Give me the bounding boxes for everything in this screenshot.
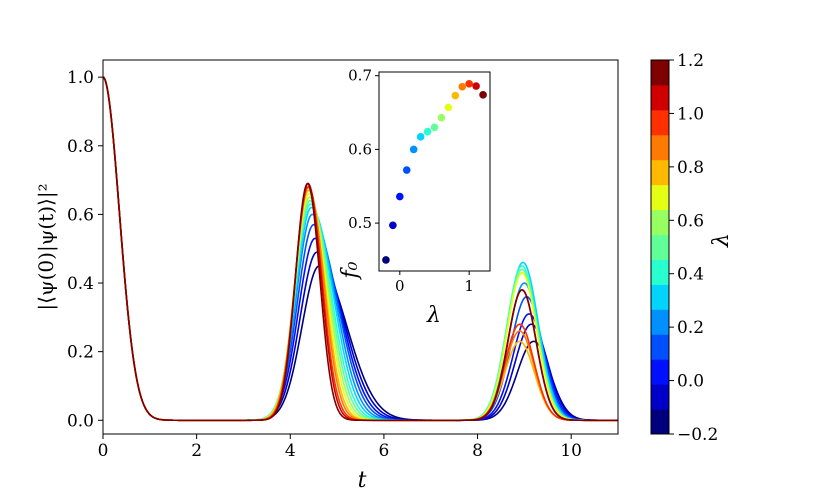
inset-point-9 [444, 103, 453, 112]
inset-x-tick-label-1: 1 [464, 277, 474, 295]
y-tick-label-0: 0.0 [67, 411, 94, 431]
x-tick-label-3: 6 [378, 441, 389, 461]
series-line-14 [103, 76, 618, 422]
inset-point-6 [423, 127, 432, 136]
colorbar-tick-label-4: 0.6 [677, 211, 704, 231]
colorbar-tick-label-7: 1.2 [677, 51, 704, 71]
colorbar-segment-12 [651, 109, 669, 136]
series-group [103, 76, 618, 422]
colorbar-label: λ [709, 233, 734, 248]
colorbar-frame [650, 59, 670, 435]
x-tick-label-4: 8 [472, 441, 483, 461]
inset-point-2 [396, 192, 404, 201]
inset-point-5 [416, 133, 425, 141]
y-tick-label-1: 0.2 [67, 343, 94, 363]
inset-plot: 0 1 0.5 0.6 0.7 [348, 67, 491, 295]
colorbar-segment-3 [651, 334, 669, 360]
colorbar-segment-1 [651, 384, 669, 410]
colorbar-tick-label-5: 0.8 [677, 158, 704, 178]
inset-y-tick-label-0: 0.5 [348, 214, 372, 232]
colorbar: −0.2 0.0 0.2 0.4 0.6 0.8 1.0 1.2 [650, 51, 718, 445]
x-axis-label: t [358, 468, 367, 493]
inset-frame [378, 71, 491, 272]
inset-y-tick-label-1: 0.6 [348, 140, 372, 158]
inset-point-12 [465, 79, 473, 88]
inset-x-axis-label: λ [426, 303, 441, 328]
y-tick-label-5: 1.0 [67, 68, 94, 88]
inset-point-10 [451, 91, 460, 100]
colorbar-segment-10 [651, 159, 669, 186]
colorbar-segment-7 [651, 234, 669, 260]
inset-x-tick-label-0: 0 [395, 277, 405, 295]
inset-y-axis-label: f₀ [338, 261, 363, 280]
colorbar-segment-13 [651, 84, 669, 111]
colorbar-tick-label-1: 0.0 [677, 372, 704, 392]
colorbar-segment-5 [651, 284, 669, 310]
inset-point-1 [389, 221, 397, 230]
inset-point-3 [402, 166, 411, 174]
colorbar-tick-label-0: −0.2 [677, 425, 718, 445]
x-tick-label-1: 2 [191, 441, 202, 461]
x-tick-label-5: 10 [560, 441, 582, 461]
colorbar-segment-0 [651, 409, 669, 435]
y-axis-label: |⟨ψ(0)|ψ(t)⟩|² [34, 183, 59, 310]
colorbar-segment-11 [651, 134, 669, 161]
x-tick-label-0: 0 [98, 441, 109, 461]
inset-y-tick-label-2: 0.7 [348, 67, 372, 85]
y-tick-label-4: 0.8 [67, 137, 94, 157]
inset-point-13 [472, 82, 480, 90]
y-tick-label-2: 0.4 [67, 274, 94, 294]
inset-point-0 [382, 256, 390, 264]
inset-point-11 [458, 82, 467, 91]
colorbar-tick-label-6: 1.0 [677, 104, 704, 124]
colorbar-segment-14 [651, 60, 669, 86]
colorbar-segment-9 [651, 184, 669, 211]
main-plot: 0 2 4 6 8 100.00.20.40.60.81.0 [67, 59, 619, 461]
y-tick-label-3: 0.6 [67, 205, 94, 225]
colorbar-tick-label-2: 0.2 [677, 318, 704, 338]
inset-point-8 [437, 113, 446, 122]
colorbar-segment-6 [651, 259, 669, 285]
x-tick-label-2: 4 [285, 441, 296, 461]
colorbar-segment-2 [651, 359, 669, 385]
inset-point-14 [479, 91, 487, 99]
inset-point-7 [430, 123, 439, 132]
plot-frame [102, 59, 619, 435]
colorbar-tick-label-3: 0.4 [677, 265, 704, 285]
inset-point-4 [409, 145, 418, 154]
colorbar-segment-8 [651, 209, 669, 236]
colorbar-segment-4 [651, 309, 669, 335]
